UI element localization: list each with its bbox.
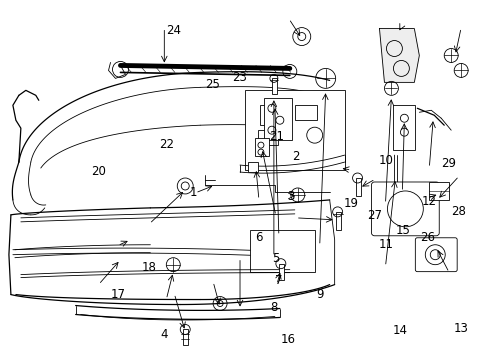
Bar xyxy=(393,105,414,150)
Text: 5: 5 xyxy=(272,252,279,265)
Bar xyxy=(249,230,314,272)
Bar xyxy=(428,182,448,200)
Text: 14: 14 xyxy=(392,324,407,337)
Text: 2: 2 xyxy=(291,150,299,163)
Polygon shape xyxy=(379,28,419,82)
Text: 12: 12 xyxy=(421,195,436,208)
Text: 1: 1 xyxy=(189,186,197,199)
Text: 15: 15 xyxy=(395,224,409,237)
Bar xyxy=(254,138,268,156)
Text: 8: 8 xyxy=(269,301,277,314)
Bar xyxy=(335,212,340,230)
Text: 20: 20 xyxy=(91,165,105,177)
Text: 6: 6 xyxy=(255,231,263,244)
FancyBboxPatch shape xyxy=(414,238,456,272)
Text: 18: 18 xyxy=(142,261,157,274)
Text: 29: 29 xyxy=(441,157,456,170)
Text: 11: 11 xyxy=(378,238,392,251)
Text: 28: 28 xyxy=(450,205,466,218)
Bar xyxy=(264,98,291,140)
Text: 17: 17 xyxy=(110,288,125,301)
Bar xyxy=(244,90,344,170)
Text: 13: 13 xyxy=(453,322,468,335)
Text: 4: 4 xyxy=(160,328,167,341)
Text: 25: 25 xyxy=(205,78,220,91)
Bar xyxy=(355,178,360,196)
Text: 23: 23 xyxy=(232,71,246,84)
Text: 10: 10 xyxy=(378,154,392,167)
Text: 7: 7 xyxy=(274,274,282,287)
Text: 21: 21 xyxy=(268,130,283,144)
Text: 22: 22 xyxy=(159,138,174,150)
Text: 16: 16 xyxy=(280,333,295,346)
Bar xyxy=(258,130,277,145)
Text: 3: 3 xyxy=(286,190,294,203)
Bar xyxy=(260,105,285,125)
Bar xyxy=(278,264,283,280)
Bar xyxy=(183,329,188,345)
Text: 9: 9 xyxy=(316,288,323,301)
FancyBboxPatch shape xyxy=(371,182,438,236)
Bar xyxy=(294,105,316,120)
Text: 27: 27 xyxy=(367,209,382,222)
Bar xyxy=(271,78,276,94)
Text: 26: 26 xyxy=(419,231,434,244)
Text: 24: 24 xyxy=(166,24,181,37)
Text: 19: 19 xyxy=(344,197,358,210)
Bar xyxy=(247,162,258,172)
Circle shape xyxy=(181,182,189,190)
